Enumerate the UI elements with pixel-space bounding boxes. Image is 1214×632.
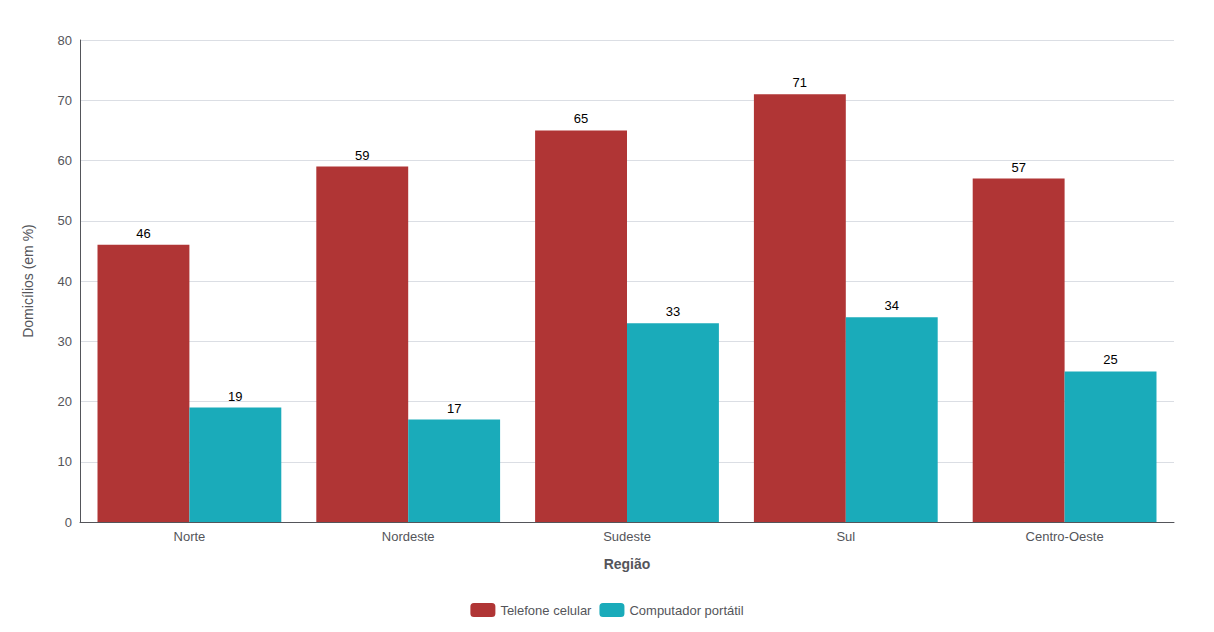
svg-text:71: 71 bbox=[793, 75, 807, 90]
svg-text:65: 65 bbox=[574, 111, 588, 126]
svg-text:Computador portátil: Computador portátil bbox=[629, 603, 743, 618]
svg-text:Centro-Oeste: Centro-Oeste bbox=[1026, 529, 1104, 544]
svg-text:Sudeste: Sudeste bbox=[603, 529, 651, 544]
svg-text:30: 30 bbox=[58, 334, 72, 349]
svg-text:34: 34 bbox=[885, 298, 899, 313]
svg-text:Norte: Norte bbox=[174, 529, 206, 544]
svg-text:20: 20 bbox=[58, 394, 72, 409]
svg-text:60: 60 bbox=[58, 153, 72, 168]
svg-text:25: 25 bbox=[1103, 352, 1117, 367]
svg-text:Telefone celular: Telefone celular bbox=[500, 603, 592, 618]
svg-text:33: 33 bbox=[666, 304, 680, 319]
svg-text:Sul: Sul bbox=[836, 529, 855, 544]
svg-text:40: 40 bbox=[58, 274, 72, 289]
svg-text:70: 70 bbox=[58, 93, 72, 108]
svg-text:0: 0 bbox=[65, 515, 72, 530]
svg-text:46: 46 bbox=[136, 226, 150, 241]
svg-text:17: 17 bbox=[447, 401, 461, 416]
svg-text:57: 57 bbox=[1011, 160, 1025, 175]
svg-text:Nordeste: Nordeste bbox=[382, 529, 435, 544]
svg-text:80: 80 bbox=[58, 33, 72, 48]
svg-text:Região: Região bbox=[604, 556, 651, 572]
svg-text:Domicílios (em %): Domicílios (em %) bbox=[20, 224, 36, 338]
svg-text:50: 50 bbox=[58, 213, 72, 228]
svg-text:19: 19 bbox=[228, 389, 242, 404]
svg-text:10: 10 bbox=[58, 454, 72, 469]
svg-text:59: 59 bbox=[355, 148, 369, 163]
